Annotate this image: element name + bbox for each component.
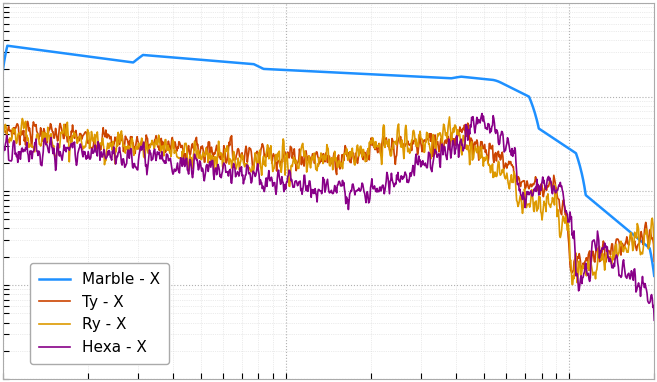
Line: Ty - X: Ty - X xyxy=(3,121,654,275)
Ry - X xyxy=(262,151,270,155)
Marble - X xyxy=(286,68,294,73)
Legend: Marble - X, Ty - X, Ry - X, Hexa - X: Marble - X, Ty - X, Ry - X, Hexa - X xyxy=(30,263,170,364)
Marble - X xyxy=(447,76,455,81)
Marble - X xyxy=(650,274,657,278)
Ty - X xyxy=(24,119,32,124)
Line: Marble - X: Marble - X xyxy=(3,46,654,276)
Ry - X xyxy=(0,147,7,152)
Ty - X xyxy=(650,259,657,264)
Ry - X xyxy=(569,282,577,287)
Ry - X xyxy=(650,251,657,255)
Marble - X xyxy=(263,67,271,71)
Hexa - X xyxy=(262,176,270,180)
Ry - X xyxy=(445,115,453,119)
Ty - X xyxy=(286,144,294,149)
Hexa - X xyxy=(446,147,454,152)
Marble - X xyxy=(66,52,74,57)
Hexa - X xyxy=(478,111,486,116)
Marble - X xyxy=(507,86,515,90)
Line: Ry - X: Ry - X xyxy=(3,117,654,285)
Ty - X xyxy=(0,136,7,141)
Ty - X xyxy=(66,135,74,140)
Ty - X xyxy=(447,131,455,135)
Marble - X xyxy=(519,91,527,96)
Marble - X xyxy=(0,69,7,73)
Hexa - X xyxy=(0,160,7,165)
Ty - X xyxy=(519,179,527,183)
Marble - X xyxy=(3,44,11,48)
Ry - X xyxy=(519,206,527,210)
Line: Hexa - X: Hexa - X xyxy=(3,113,654,320)
Hexa - X xyxy=(65,148,73,152)
Ry - X xyxy=(65,160,73,164)
Ry - X xyxy=(447,130,455,134)
Hexa - X xyxy=(519,190,527,195)
Ty - X xyxy=(507,163,515,168)
Ry - X xyxy=(286,184,294,189)
Hexa - X xyxy=(286,168,294,173)
Ty - X xyxy=(263,151,271,156)
Hexa - X xyxy=(650,318,657,322)
Ry - X xyxy=(507,172,515,177)
Hexa - X xyxy=(507,153,515,158)
Ty - X xyxy=(578,272,585,277)
